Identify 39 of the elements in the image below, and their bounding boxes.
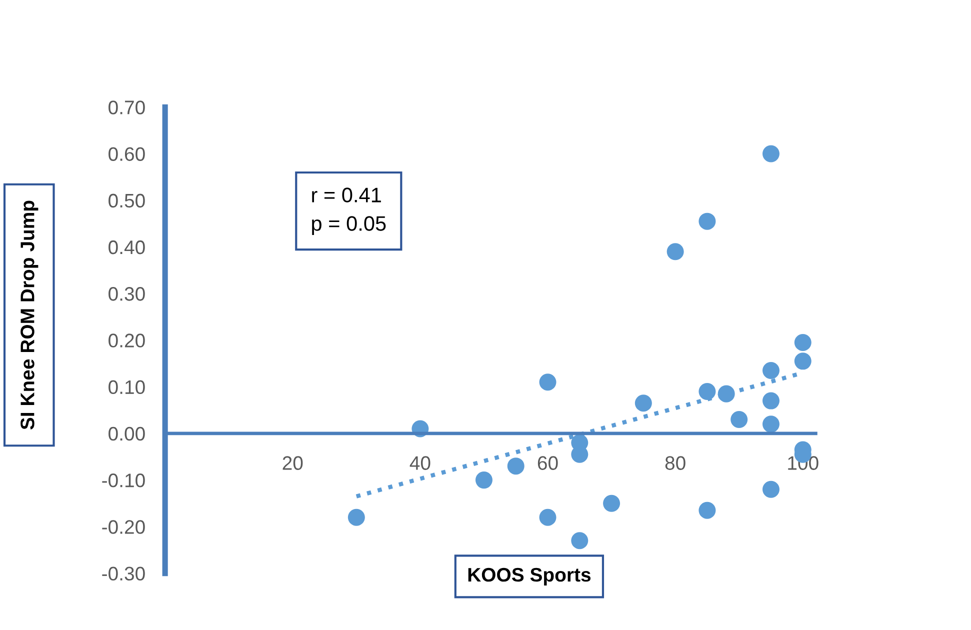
point	[348, 508, 365, 526]
y-tick-label: 0.50	[108, 194, 145, 208]
y-tick-label: 0.20	[108, 334, 145, 348]
point	[718, 385, 735, 402]
y-tick-label: 0.60	[108, 147, 145, 161]
point	[603, 494, 620, 512]
point	[762, 145, 780, 162]
point	[571, 532, 588, 550]
y-tick-label: -0.30	[102, 566, 145, 581]
y-tick-label: 0.10	[108, 380, 145, 394]
y-tick-label: -0.20	[102, 520, 145, 534]
y-tick-label: 0.00	[108, 426, 145, 441]
x-tick-label: 20	[282, 456, 303, 470]
point	[475, 472, 492, 489]
x-tick-label: 60	[538, 456, 558, 470]
y-tick-label: 0.40	[108, 240, 145, 254]
point	[730, 410, 748, 428]
point	[762, 392, 780, 410]
x-tick-label: 80	[665, 456, 686, 470]
point	[762, 480, 780, 498]
x-axis-title: KOOS Sports	[468, 568, 591, 586]
x-tick-label: 40	[410, 456, 430, 470]
point	[507, 458, 524, 475]
point	[698, 382, 716, 400]
point	[539, 508, 556, 526]
point	[794, 352, 812, 370]
point	[794, 334, 812, 352]
annotation: r = 0.41 p = 0.05	[312, 188, 386, 235]
y-tick-label: -0.10	[102, 474, 145, 488]
point	[666, 243, 684, 260]
point	[698, 212, 716, 230]
point	[698, 502, 716, 519]
y-tick-label: 0.30	[108, 287, 145, 301]
y-axis-title: SI Knee ROM Drop Jump	[20, 200, 38, 430]
y-tick-label: 0.70	[108, 100, 145, 114]
point	[634, 394, 652, 412]
point	[539, 374, 556, 391]
point	[762, 362, 780, 380]
point	[762, 416, 780, 433]
